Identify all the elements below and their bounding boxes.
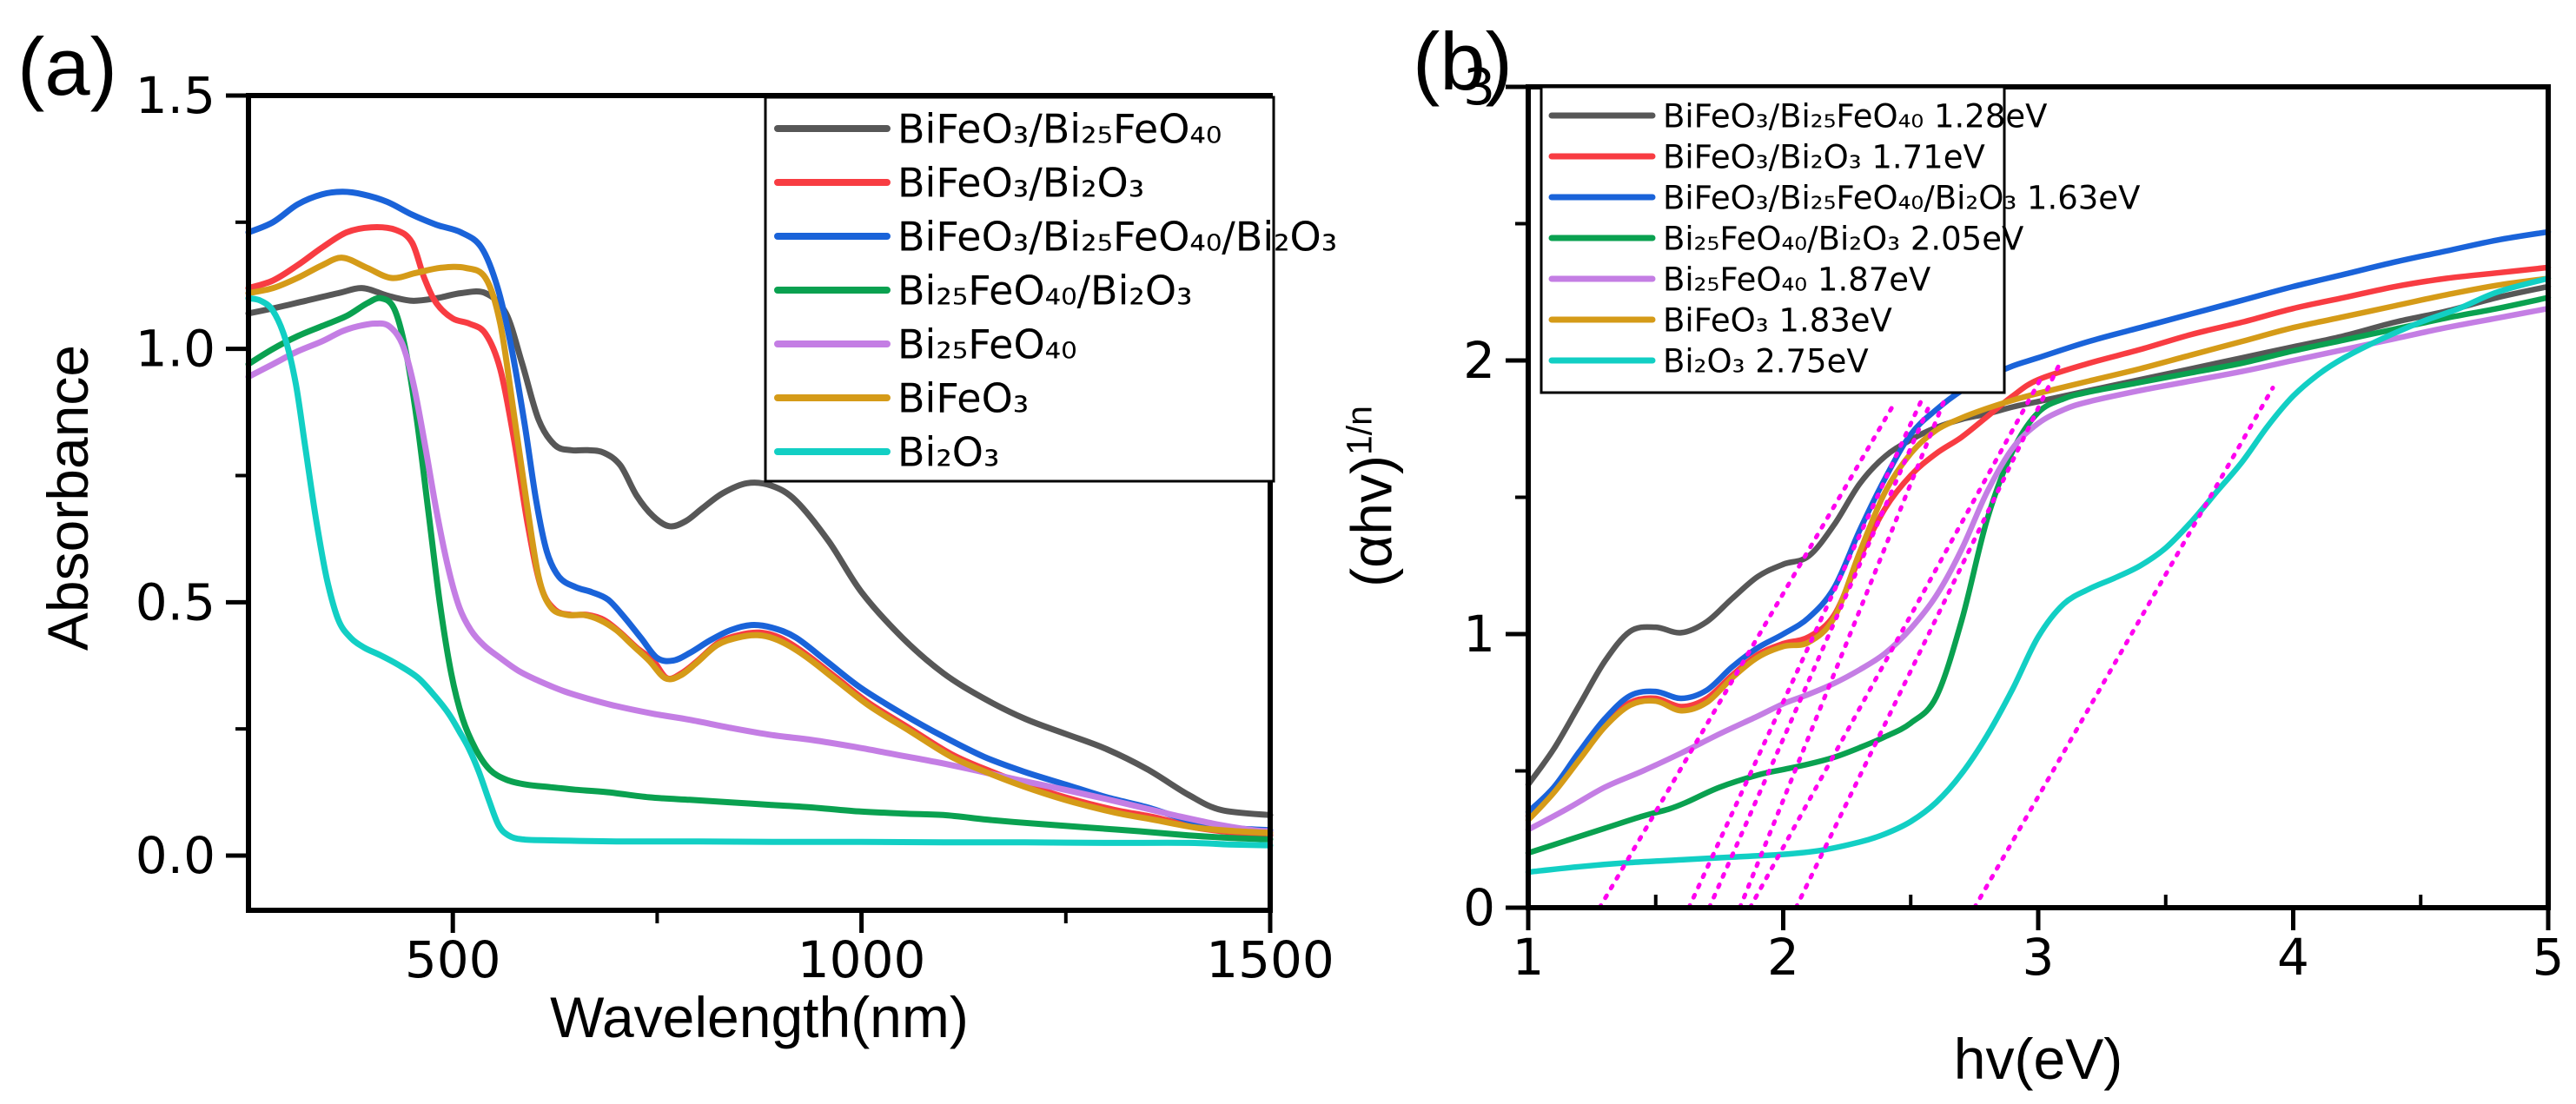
legend-label-bi25feo40: Bi₂₅FeO₄₀ 1.87eV	[1663, 261, 1930, 298]
curve-bi25feo40-bi2o3	[245, 294, 1274, 843]
axes-box-a	[246, 93, 1273, 913]
y-tick-label-a: 0.0	[136, 826, 215, 885]
panel-b-y-axis-title: (αhv)1/n	[1339, 236, 1404, 757]
panel-b-x-axis-title: hv(eV)	[1953, 1027, 2123, 1091]
y-tick-label-b: 3	[1463, 57, 1495, 116]
curve-bifeo3-bi25feo40	[245, 285, 1274, 818]
x-tick-label-b: 1	[1513, 928, 1545, 987]
panel-a-y-axis-title: Absorbance	[36, 344, 100, 651]
legend-label-bi25feo40-bi2o3: Bi₂₅FeO₄₀/Bi₂O₃	[897, 268, 1192, 314]
y-tick-label-a: 0.5	[136, 572, 215, 631]
x-tick-label-b: 2	[1767, 928, 1799, 987]
band-gap-tangent-bi2o3	[1972, 386, 2275, 910]
curve-bi25feo40	[245, 320, 1274, 835]
panel-a-x-axis-title: Wavelength(nm)	[550, 985, 969, 1049]
ticks-a: 500 1000 1500 0.0 0.5 1.0 1.5	[136, 66, 1334, 989]
legend-label-bi25feo40: Bi₂₅FeO₄₀	[897, 321, 1077, 368]
legend-a: BiFeO₃/Bi₂₅FeO₄₀ BiFeO₃/Bi₂O₃ BiFeO₃/Bi₂₅F…	[764, 96, 1337, 483]
y-tick-label-a: 1.0	[136, 320, 215, 379]
curve-bi25feo40-bi2o3	[1525, 294, 2552, 856]
band-gap-tangent-bifeo3	[1738, 399, 1946, 910]
plot-area-b	[1525, 228, 2552, 910]
band-gap-tangent-bifeo3-bi25feo40	[1597, 399, 1898, 910]
x-tick-label-b: 3	[2023, 928, 2055, 987]
band-gap-tangent-bifeo3-bi25feo40-bi2o3	[1686, 399, 1924, 910]
panel-b-y-axis-title-exponent: 1/n	[1339, 406, 1380, 456]
curve-bifeo3	[245, 255, 1274, 836]
y-tick-label-b: 0	[1463, 878, 1495, 937]
legend-label-bifeo3-bi2o3: BiFeO₃/Bi₂O₃	[897, 160, 1144, 207]
panel-b-y-axis-title-main: (αhv)	[1339, 455, 1404, 587]
x-tick-label-a: 1000	[798, 930, 926, 989]
curve-bifeo3-bi25feo40-bi2o3	[245, 188, 1274, 834]
panel-b-letter: (b)	[1413, 16, 1513, 107]
x-tick-label-a: 1500	[1206, 930, 1334, 989]
curve-bi2o3	[1525, 275, 2552, 876]
curve-bifeo3	[1525, 275, 2552, 823]
legend-label-bifeo3-bi25feo40: BiFeO₃/Bi₂₅FeO₄₀	[897, 106, 1222, 153]
plot-area-a	[245, 188, 1274, 849]
panel-a-letter: (a)	[17, 21, 117, 112]
curve-bi25feo40	[1525, 305, 2552, 833]
y-tick-label-b: 1	[1463, 605, 1495, 664]
curve-bifeo3-bi25feo40-bi2o3	[1525, 228, 2552, 816]
curve-bifeo3-bi25feo40	[1525, 283, 2552, 788]
legend-label-bifeo3-bi25feo40-bi2o3: BiFeO₃/Bi₂₅FeO₄₀/Bi₂O₃ 1.63eV	[1663, 179, 2140, 216]
legend-label-bifeo3: BiFeO₃	[897, 375, 1029, 422]
panel-a: 500 1000 15000.00.51.01.5BiFeO₃/Bi₂₅FeO₄₀B…	[136, 66, 1337, 989]
legend-label-bifeo3: BiFeO₃ 1.83eV	[1663, 301, 1892, 339]
y-tick-label-a: 1.5	[136, 66, 215, 125]
x-tick-label-b: 5	[2533, 928, 2565, 987]
band-gap-tangent-bifeo3-bi2o3	[1706, 399, 1934, 910]
y-tick-label-b: 2	[1463, 331, 1495, 390]
legend-label-bifeo3-bi25feo40: BiFeO₃/Bi₂₅FeO₄₀ 1.28eV	[1663, 97, 2047, 135]
x-tick-label-a: 500	[405, 930, 501, 989]
legend-label-bifeo3-bi2o3: BiFeO₃/Bi₂O₃ 1.71eV	[1663, 138, 1985, 175]
legend-label-bi2o3: Bi₂O₃ 2.75eV	[1663, 342, 1869, 380]
legend-label-bifeo3-bi25feo40-bi2o3: BiFeO₃/Bi₂₅FeO₄₀/Bi₂O₃	[897, 214, 1337, 261]
legend-label-bi2o3: Bi₂O₃	[897, 429, 999, 476]
curve-bi2o3	[245, 294, 1274, 849]
band-gap-tangent-bi25feo40-bi2o3	[1793, 363, 2061, 910]
x-tick-label-b: 4	[2277, 928, 2309, 987]
legend-label-bi25feo40-bi2o3: Bi₂₅FeO₄₀/Bi₂O₃ 2.05eV	[1663, 220, 2023, 257]
band-gap-tangent-bi25feo40	[1747, 372, 2046, 910]
